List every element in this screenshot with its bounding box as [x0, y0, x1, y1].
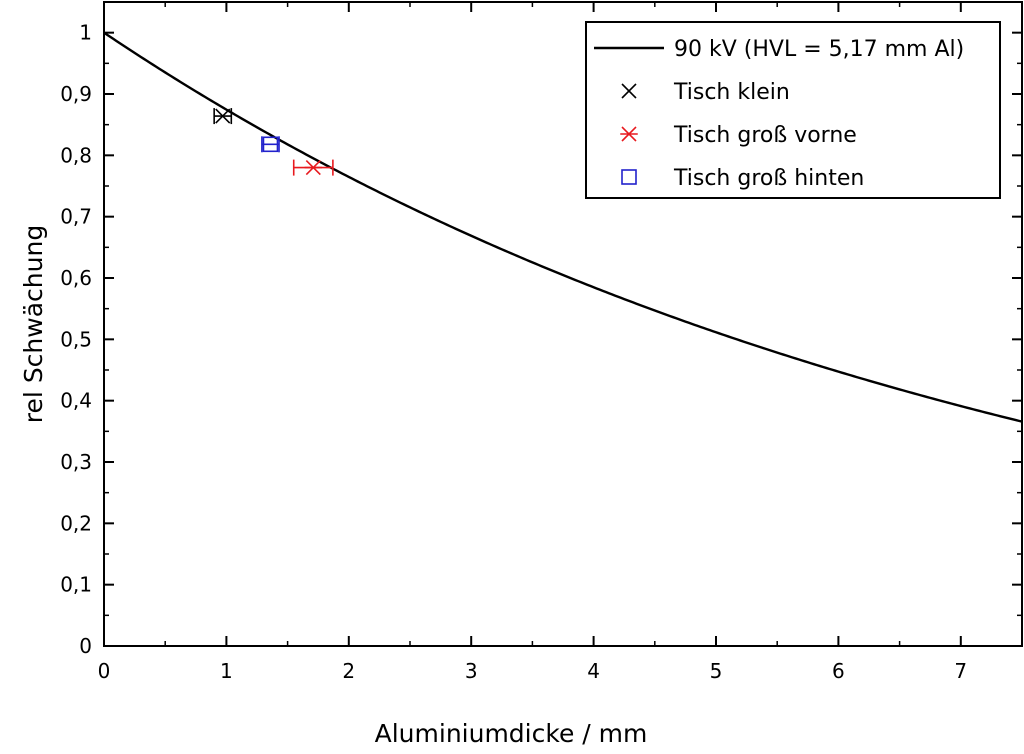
y-tick-label: 0,8 [60, 143, 92, 167]
y-tick-label: 0,4 [60, 389, 92, 413]
legend-entry-label: Tisch groß hinten [673, 166, 864, 191]
legend-entry-label: Tisch klein [673, 80, 790, 105]
y-tick-label: 0,6 [60, 266, 92, 290]
x-tick-label: 3 [465, 659, 478, 683]
y-tick-label: 0,1 [60, 573, 92, 597]
x-tick-label: 1 [220, 659, 233, 683]
fit-curve [104, 31, 1022, 423]
legend: 90 kV (HVL = 5,17 mm Al) Tisch klein Tisch… [585, 21, 1001, 199]
x-tick-label: 4 [587, 659, 600, 683]
legend-marker [621, 83, 637, 99]
x-axis-title: Aluminiumdicke / mm [375, 719, 648, 748]
y-tick-label: 0 [79, 634, 92, 658]
x-tick-label: 6 [832, 659, 845, 683]
y-axis-title: rel Schwächung [19, 225, 48, 423]
legend-box [585, 21, 1001, 199]
data-point [262, 136, 279, 153]
x-tick-label: 7 [954, 659, 967, 683]
legend-entry-label: 90 kV (HVL = 5,17 mm Al) [674, 37, 964, 62]
y-tick-label: 0,9 [60, 82, 92, 106]
data-point [215, 108, 231, 124]
legend-marker [621, 169, 637, 185]
y-tick-label: 0,7 [60, 205, 92, 229]
axes: 0 1 2 3 4 5 6 7 0 0,1 0,2 0,3 0,4 0,5 0,6 0,7 0,8 0,9 1 [60, 1, 1023, 683]
y-tick-label: 0,5 [60, 327, 92, 351]
legend-marker [620, 126, 638, 142]
x-tick-label: 0 [98, 659, 111, 683]
y-tick-label: 0,3 [60, 450, 92, 474]
data-point [304, 160, 323, 176]
y-tick-label: 1 [79, 21, 92, 45]
legend-entry-label: Tisch groß vorne [673, 123, 857, 148]
y-tick-label: 0,2 [60, 511, 92, 535]
x-tick-label: 2 [342, 659, 355, 683]
plot-area [104, 31, 1022, 423]
x-tick-label: 5 [710, 659, 723, 683]
plot-frame [103, 1, 1023, 647]
